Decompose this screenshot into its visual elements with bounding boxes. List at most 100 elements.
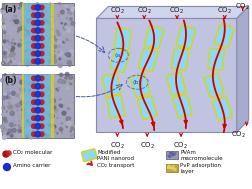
Circle shape [53,59,57,63]
Circle shape [27,19,30,22]
Text: CO$_2$: CO$_2$ [110,141,125,151]
Circle shape [9,60,12,63]
Circle shape [40,36,44,40]
Circle shape [16,94,18,97]
Circle shape [41,49,45,53]
FancyBboxPatch shape [145,26,164,49]
Circle shape [32,81,34,83]
Circle shape [15,20,19,24]
FancyBboxPatch shape [208,48,224,70]
FancyBboxPatch shape [214,24,234,48]
Circle shape [10,106,13,109]
Circle shape [21,80,25,84]
Circle shape [38,102,41,105]
Circle shape [5,76,8,79]
Text: CO₂ molecular: CO₂ molecular [13,150,52,155]
FancyBboxPatch shape [114,27,132,50]
Circle shape [168,167,169,169]
Circle shape [3,42,5,44]
Bar [166,151,178,159]
Circle shape [67,8,69,10]
Circle shape [39,10,43,14]
Circle shape [12,114,15,117]
Bar [22,3,24,65]
Circle shape [31,20,35,24]
Circle shape [35,44,37,46]
Circle shape [45,88,49,91]
Circle shape [35,36,41,41]
Circle shape [28,61,32,65]
Circle shape [61,99,65,103]
Circle shape [54,51,55,52]
Circle shape [10,34,11,35]
Circle shape [33,20,37,24]
Circle shape [67,53,71,57]
Circle shape [60,19,61,20]
Circle shape [7,40,9,42]
Circle shape [51,36,52,38]
Circle shape [40,28,44,33]
Circle shape [169,166,171,168]
Circle shape [38,51,40,53]
Circle shape [9,127,11,128]
Circle shape [10,111,14,115]
Circle shape [32,51,36,56]
Circle shape [48,99,50,100]
Circle shape [40,59,44,64]
Circle shape [7,35,10,38]
Circle shape [61,82,63,84]
Circle shape [172,154,174,156]
Circle shape [14,99,18,103]
Circle shape [7,111,8,112]
Circle shape [33,95,36,98]
Circle shape [65,72,69,76]
Circle shape [42,97,44,99]
Circle shape [43,19,46,22]
Text: CO$_2$: CO$_2$ [173,141,188,151]
Circle shape [8,58,11,61]
Circle shape [71,9,73,12]
Circle shape [68,63,72,66]
Circle shape [2,113,4,116]
Circle shape [8,102,10,104]
Circle shape [49,3,52,6]
Circle shape [52,78,53,79]
Circle shape [2,63,3,64]
Circle shape [33,8,34,9]
Circle shape [9,45,12,48]
Bar [22,74,24,138]
Circle shape [45,94,46,95]
Circle shape [41,38,43,40]
Circle shape [24,9,28,12]
Circle shape [10,20,12,22]
Circle shape [21,115,24,119]
Circle shape [41,84,42,85]
Circle shape [37,119,39,121]
Circle shape [13,20,15,21]
Circle shape [22,120,24,123]
FancyBboxPatch shape [137,96,157,119]
Circle shape [43,132,44,134]
Circle shape [63,26,67,30]
Circle shape [2,44,4,45]
Circle shape [171,153,172,154]
Circle shape [31,83,33,84]
Circle shape [59,20,60,22]
Circle shape [2,19,5,22]
Circle shape [22,112,26,116]
Text: (b): (b) [4,76,16,85]
Circle shape [46,42,47,43]
Circle shape [48,21,51,24]
Circle shape [3,96,6,100]
Circle shape [35,115,41,121]
Circle shape [48,113,52,117]
Circle shape [55,39,58,42]
Circle shape [69,75,73,79]
Circle shape [71,125,74,128]
Circle shape [51,12,54,14]
Circle shape [60,98,61,100]
Circle shape [54,103,56,105]
Circle shape [58,63,62,67]
Circle shape [8,92,10,95]
Circle shape [170,167,171,168]
